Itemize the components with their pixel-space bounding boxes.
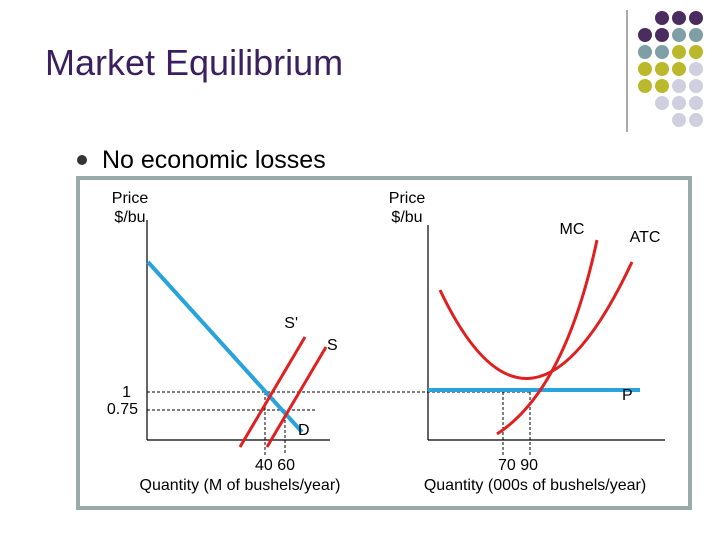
quantity-ticks: 40 60 [255, 457, 295, 474]
curve-label: S' [284, 315, 298, 332]
panel [76, 176, 692, 510]
dot [689, 11, 703, 25]
curve-label: D [298, 422, 310, 439]
title: Market Equilibrium [45, 42, 343, 83]
dot [638, 28, 652, 42]
dot [672, 79, 686, 93]
curve-label: S [327, 337, 338, 354]
y-label: $/bu [391, 209, 422, 226]
dot [689, 96, 703, 110]
dot [638, 45, 652, 59]
mc-curve [496, 239, 599, 436]
supply-curve [265, 346, 328, 448]
dot [672, 113, 686, 127]
dot [689, 62, 703, 76]
dot [655, 96, 669, 110]
dot [672, 62, 686, 76]
dot [689, 79, 703, 93]
dot [638, 62, 652, 76]
dot [672, 45, 686, 59]
dot [689, 113, 703, 127]
dot [672, 28, 686, 42]
dot [672, 11, 686, 25]
bullet-dot [77, 155, 87, 165]
dot [689, 28, 703, 42]
y-label: Price [389, 190, 426, 207]
y-label: $/bu [114, 209, 145, 226]
dot [689, 45, 703, 59]
quantity-ticks: 70 90 [498, 457, 538, 474]
decoration [638, 11, 703, 127]
supply-new-curve [238, 336, 307, 448]
demand-curve [146, 260, 304, 434]
dot [655, 79, 669, 93]
dot [655, 11, 669, 25]
curve-label: ATC [630, 229, 661, 246]
bullet-text: No economic losses [102, 146, 326, 174]
y-label: Price [112, 190, 149, 207]
curve-label: MC [560, 221, 585, 238]
price-tick: 0.75 [107, 401, 138, 418]
dot [638, 79, 652, 93]
dot [672, 96, 686, 110]
x-label: Quantity (M of bushels/year) [140, 477, 341, 494]
curve-label: P [622, 387, 633, 404]
dot [655, 28, 669, 42]
dot [655, 62, 669, 76]
price-tick: 1 [122, 384, 131, 401]
x-label: Quantity (000s of bushels/year) [424, 477, 646, 494]
atc-curve [438, 261, 634, 380]
dot [655, 45, 669, 59]
